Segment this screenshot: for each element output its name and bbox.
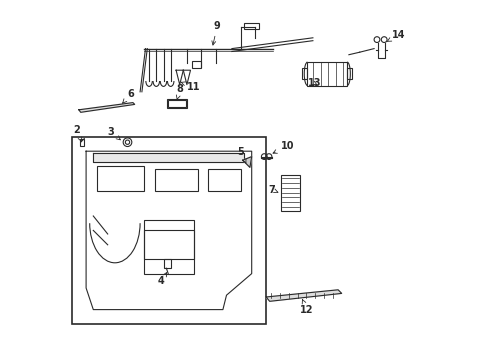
Text: 14: 14 (386, 30, 405, 42)
Text: 2: 2 (73, 125, 81, 141)
Text: 9: 9 (211, 21, 220, 45)
Bar (167, 99, 186, 108)
Bar (208, 169, 241, 191)
Text: 13: 13 (307, 78, 320, 89)
Polygon shape (79, 103, 134, 112)
Bar (244, 23, 258, 29)
Bar (97, 166, 143, 191)
Bar (80, 139, 84, 146)
Bar (307, 62, 346, 85)
Text: 10: 10 (272, 141, 293, 153)
Bar (192, 61, 201, 68)
Text: 6: 6 (122, 89, 134, 103)
Bar (346, 68, 352, 79)
Polygon shape (242, 157, 251, 167)
Polygon shape (265, 290, 341, 301)
Text: 7: 7 (267, 185, 277, 195)
Text: 12: 12 (300, 300, 313, 315)
Text: 5: 5 (237, 147, 245, 163)
Bar (302, 68, 307, 79)
Bar (143, 220, 194, 274)
Bar (154, 169, 197, 191)
Bar (163, 259, 170, 268)
Text: 8: 8 (176, 84, 183, 99)
Bar (280, 175, 300, 211)
Text: 4: 4 (158, 273, 166, 287)
Bar (167, 100, 186, 107)
Bar (143, 230, 194, 259)
Text: 11: 11 (181, 82, 200, 92)
Bar (72, 137, 265, 324)
Polygon shape (93, 153, 244, 162)
Text: 3: 3 (107, 127, 120, 140)
